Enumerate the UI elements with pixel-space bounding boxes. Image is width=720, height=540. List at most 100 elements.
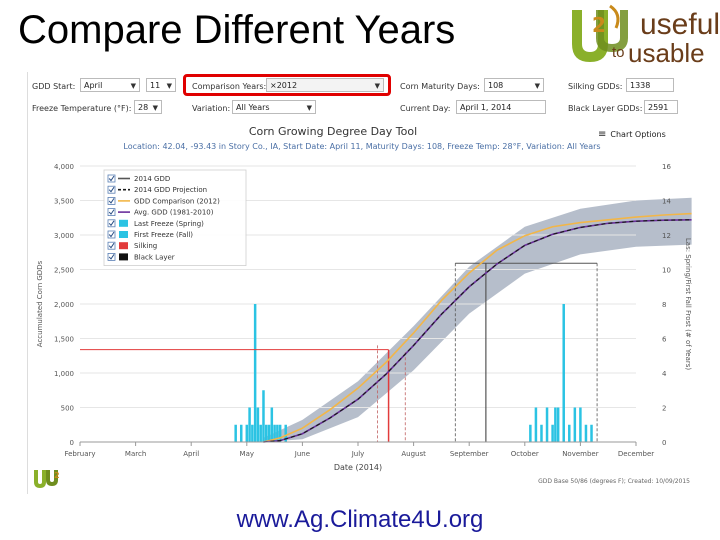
y2-tick-label: 14 <box>662 198 671 206</box>
comparison-years-select[interactable]: ×2012 ▼ <box>266 78 384 92</box>
freeze-temp-value: 28 <box>138 103 149 112</box>
u2u-mark-icon: 2 <box>572 4 628 62</box>
last-freeze-bar <box>270 407 274 442</box>
u2u-logo: 2 useful to usable <box>566 4 720 70</box>
y2-axis-title: Las: Spring/First Fall Frost (# of Years… <box>684 238 692 371</box>
first-freeze-bar <box>562 304 565 442</box>
black-layer-gdds-input[interactable]: 2591 <box>644 100 678 114</box>
legend-checkbox <box>107 208 116 216</box>
black-layer-gdds-value: 2591 <box>648 103 669 112</box>
y2-tick-label: 2 <box>662 405 666 413</box>
first-freeze-bar <box>573 407 577 442</box>
x-tick-label: November <box>562 450 599 458</box>
svg-text:2: 2 <box>592 13 606 37</box>
current-day-input[interactable]: April 1, 2014 <box>456 100 546 114</box>
check-icon <box>108 209 115 215</box>
y-tick-label: 3,500 <box>54 198 74 206</box>
last-freeze-bar <box>276 424 279 442</box>
chart-options-button[interactable]: ≡ Chart Options <box>598 129 666 140</box>
legend-checkbox <box>107 174 116 183</box>
x-tick-label: August <box>401 450 426 458</box>
last-freeze-bar <box>239 424 243 442</box>
last-freeze-bar <box>234 424 237 442</box>
legend-label: Silking <box>134 242 157 250</box>
first-freeze-bar <box>551 424 554 442</box>
legend-checkbox <box>107 219 116 228</box>
check-icon <box>108 254 115 260</box>
legend-label: Black Layer <box>134 253 175 261</box>
check-icon <box>108 186 115 193</box>
first-freeze-bar <box>540 424 543 442</box>
check-icon <box>108 220 115 227</box>
legend-checkbox <box>107 241 116 250</box>
check-icon <box>108 175 115 182</box>
silking-gdds-label: Silking GDDs: <box>568 82 623 91</box>
legend-swatch <box>119 219 128 227</box>
last-freeze-bar <box>253 304 257 442</box>
last-freeze-bar <box>273 424 276 442</box>
gdd-start-day-value: 11 <box>150 81 161 90</box>
variation-band <box>263 197 692 442</box>
x-tick-label: February <box>64 450 95 458</box>
legend-label: GDD Comparison (2012) <box>134 197 220 205</box>
variation-value: All Years <box>236 103 270 112</box>
y2-tick-label: 16 <box>662 163 671 171</box>
last-freeze-bar <box>265 424 268 442</box>
slide-title: Compare Different Years <box>18 8 456 52</box>
last-freeze-bar <box>267 424 271 442</box>
y-axis-title: Accumulated Corn GDDs <box>36 260 44 347</box>
x-tick-label: May <box>240 450 254 458</box>
first-freeze-bar <box>529 424 532 442</box>
app-screenshot: GDD Start: April ▼ 11 ▼ Comparison Years… <box>27 72 696 494</box>
chart-title: Corn Growing Degree Day Tool <box>248 125 418 138</box>
last-freeze-bar <box>262 390 265 442</box>
x-axis-title: Date (2014) <box>334 463 382 472</box>
y-tick-label: 2,000 <box>54 301 74 309</box>
chevron-down-icon: ▼ <box>130 82 136 90</box>
first-freeze-bar <box>534 407 538 442</box>
freeze-temp-select[interactable]: 28 ▼ <box>134 100 162 114</box>
silking-gdds-input[interactable]: 1338 <box>626 78 674 92</box>
chevron-down-icon: ▼ <box>166 82 172 90</box>
legend-swatch <box>119 231 128 238</box>
gdd-start-month-select[interactable]: April ▼ <box>80 78 140 92</box>
y2-tick-label: 0 <box>662 439 666 447</box>
x-tick-label: July <box>351 450 365 458</box>
last-freeze-bar <box>259 424 262 442</box>
maturity-days-select[interactable]: 108 ▼ <box>484 78 544 92</box>
current-day-value: April 1, 2014 <box>460 103 512 112</box>
y-tick-label: 0 <box>70 439 74 447</box>
current-day-label: Current Day: <box>400 104 451 113</box>
logo-usable-text: usable <box>628 38 705 68</box>
last-freeze-bar <box>251 424 254 442</box>
last-freeze-bar <box>284 424 287 442</box>
y-tick-label: 3,000 <box>54 232 74 240</box>
last-freeze-bar <box>278 424 282 442</box>
logo-useful-text: useful <box>640 8 720 41</box>
gdd-start-day-select[interactable]: 11 ▼ <box>146 78 176 92</box>
y2-tick-label: 6 <box>662 336 667 344</box>
check-icon <box>108 198 115 204</box>
footer-note: GDD Base 50/86 (degrees F); Created: 10/… <box>538 478 690 485</box>
controls-row-1: GDD Start: April ▼ 11 ▼ Comparison Years… <box>28 78 696 96</box>
chevron-down-icon: ▼ <box>534 82 540 90</box>
first-freeze-bar <box>556 407 560 442</box>
freeze-temp-label: Freeze Temperature (°F): <box>32 104 132 113</box>
variation-select[interactable]: All Years ▼ <box>232 100 316 114</box>
chart-options-label: Chart Options <box>610 130 666 139</box>
chevron-down-icon: ▼ <box>152 104 158 112</box>
legend-swatch <box>119 253 128 261</box>
legend-label: Avg. GDD (1981-2010) <box>134 209 214 217</box>
x-tick-label: December <box>618 450 654 458</box>
check-icon <box>108 231 115 238</box>
comparison-2012-line <box>263 212 692 443</box>
x-tick-label: October <box>511 450 539 458</box>
first-freeze-bar <box>554 407 557 442</box>
legend-label: 2014 GDD Projection <box>134 186 207 194</box>
y2-tick-label: 12 <box>662 232 671 240</box>
projection-2014-line <box>263 219 692 443</box>
first-freeze-bar <box>584 424 588 442</box>
legend-checkbox <box>107 185 116 194</box>
y-tick-label: 1,500 <box>54 336 74 344</box>
menu-icon: ≡ <box>598 129 607 140</box>
